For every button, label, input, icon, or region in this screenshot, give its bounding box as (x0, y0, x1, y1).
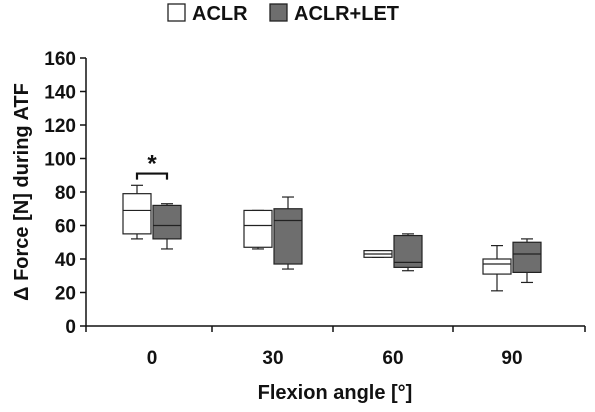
box-body (243, 209, 273, 248)
x-axis: 0 30 60 90 (85, 325, 586, 369)
annotations: * (135, 151, 169, 180)
significance-asterisk: * (147, 151, 157, 178)
legend-label: ACLR+LET (294, 3, 399, 25)
box-aclr-let (152, 203, 182, 250)
legend-item: ACLR+LET (269, 3, 399, 25)
legend-item: ACLR (167, 3, 248, 25)
box-body (152, 204, 182, 240)
bracket-line (135, 172, 169, 180)
legend-swatch (269, 3, 288, 22)
y-axis-title: Δ Force [N] during ATF (11, 83, 33, 301)
x-tick-label: 0 (147, 348, 158, 369)
box-aclr-let (273, 196, 303, 270)
y-tick-label: 140 (44, 83, 76, 104)
y-tick-label: 40 (55, 250, 76, 271)
y-tick-label: 20 (55, 284, 76, 305)
box-series (122, 184, 542, 292)
box-body (512, 241, 542, 273)
y-tick-label: 80 (55, 183, 76, 204)
y-axis: 0 20 40 60 80 100 120 140 160 (44, 49, 87, 338)
x-axis-title: Flexion angle [°] (258, 382, 413, 404)
y-tick-label: 120 (44, 116, 76, 137)
x-tick-label: 90 (501, 348, 522, 369)
y-tick-label: 160 (44, 49, 76, 70)
box-aclr-let (512, 238, 542, 284)
y-tick-label: 0 (65, 317, 76, 338)
box-aclr (122, 184, 152, 240)
significance-bracket: * (135, 151, 169, 180)
y-tick-label: 60 (55, 217, 76, 238)
box-body (273, 208, 303, 265)
box-aclr (363, 250, 393, 258)
y-tick-label: 100 (44, 150, 76, 171)
box-aclr (243, 209, 273, 250)
legend-label: ACLR (192, 3, 248, 25)
legend-swatch (167, 3, 186, 22)
box-body (122, 193, 152, 235)
legend: ACLR ACLR+LET (167, 3, 399, 25)
box-aclr (482, 245, 512, 292)
x-tick-label: 30 (262, 348, 283, 369)
box-aclr-let (393, 233, 423, 272)
box-body (482, 258, 512, 275)
x-tick-label: 60 (382, 348, 403, 369)
